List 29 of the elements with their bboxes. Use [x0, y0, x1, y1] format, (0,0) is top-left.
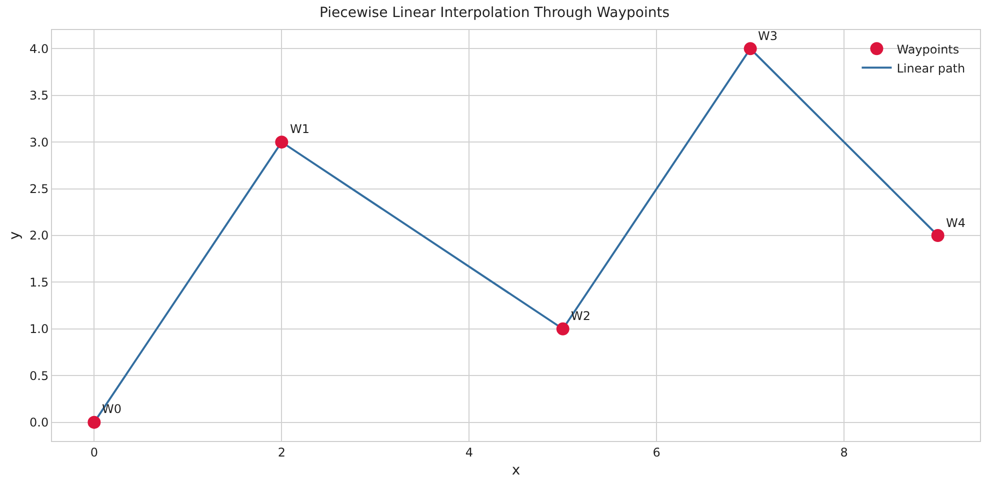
y-tick-label: 2.5	[30, 182, 49, 196]
y-tick-label: 0.0	[30, 416, 49, 430]
x-tick-label: 6	[652, 445, 660, 460]
y-tick-label: 1.5	[30, 275, 49, 290]
annotation: W2	[571, 309, 590, 323]
annotation: W4	[946, 216, 966, 230]
point	[931, 229, 944, 242]
y-tick-label: 0.5	[30, 368, 49, 383]
y-tick-label: 3.5	[30, 88, 49, 103]
x-axis-title: x	[512, 462, 520, 479]
x-tick-label: 0	[90, 445, 98, 460]
chart-title: Piecewise Linear Interpolation Through Waypoints	[320, 5, 670, 22]
point	[556, 322, 570, 336]
y-tick-label: 3.0	[30, 135, 49, 150]
y-tick-label: 1.0	[30, 322, 49, 336]
point	[744, 42, 757, 56]
legend-label: Waypoints	[896, 42, 960, 56]
x-tick-label: 4	[465, 445, 473, 460]
y-tick-label: 2.0	[30, 228, 49, 243]
annotation: W1	[290, 122, 310, 136]
y-tick-label: 4.0	[30, 42, 49, 56]
x-tick-label: 8	[840, 445, 848, 460]
annotation: W0	[102, 402, 122, 416]
point	[88, 416, 101, 429]
y-axis-title: y	[7, 231, 24, 240]
annotation: W3	[758, 29, 778, 43]
legend-label: Linear path	[896, 61, 966, 76]
point	[275, 136, 288, 149]
x-tick-label: 2	[278, 445, 286, 460]
